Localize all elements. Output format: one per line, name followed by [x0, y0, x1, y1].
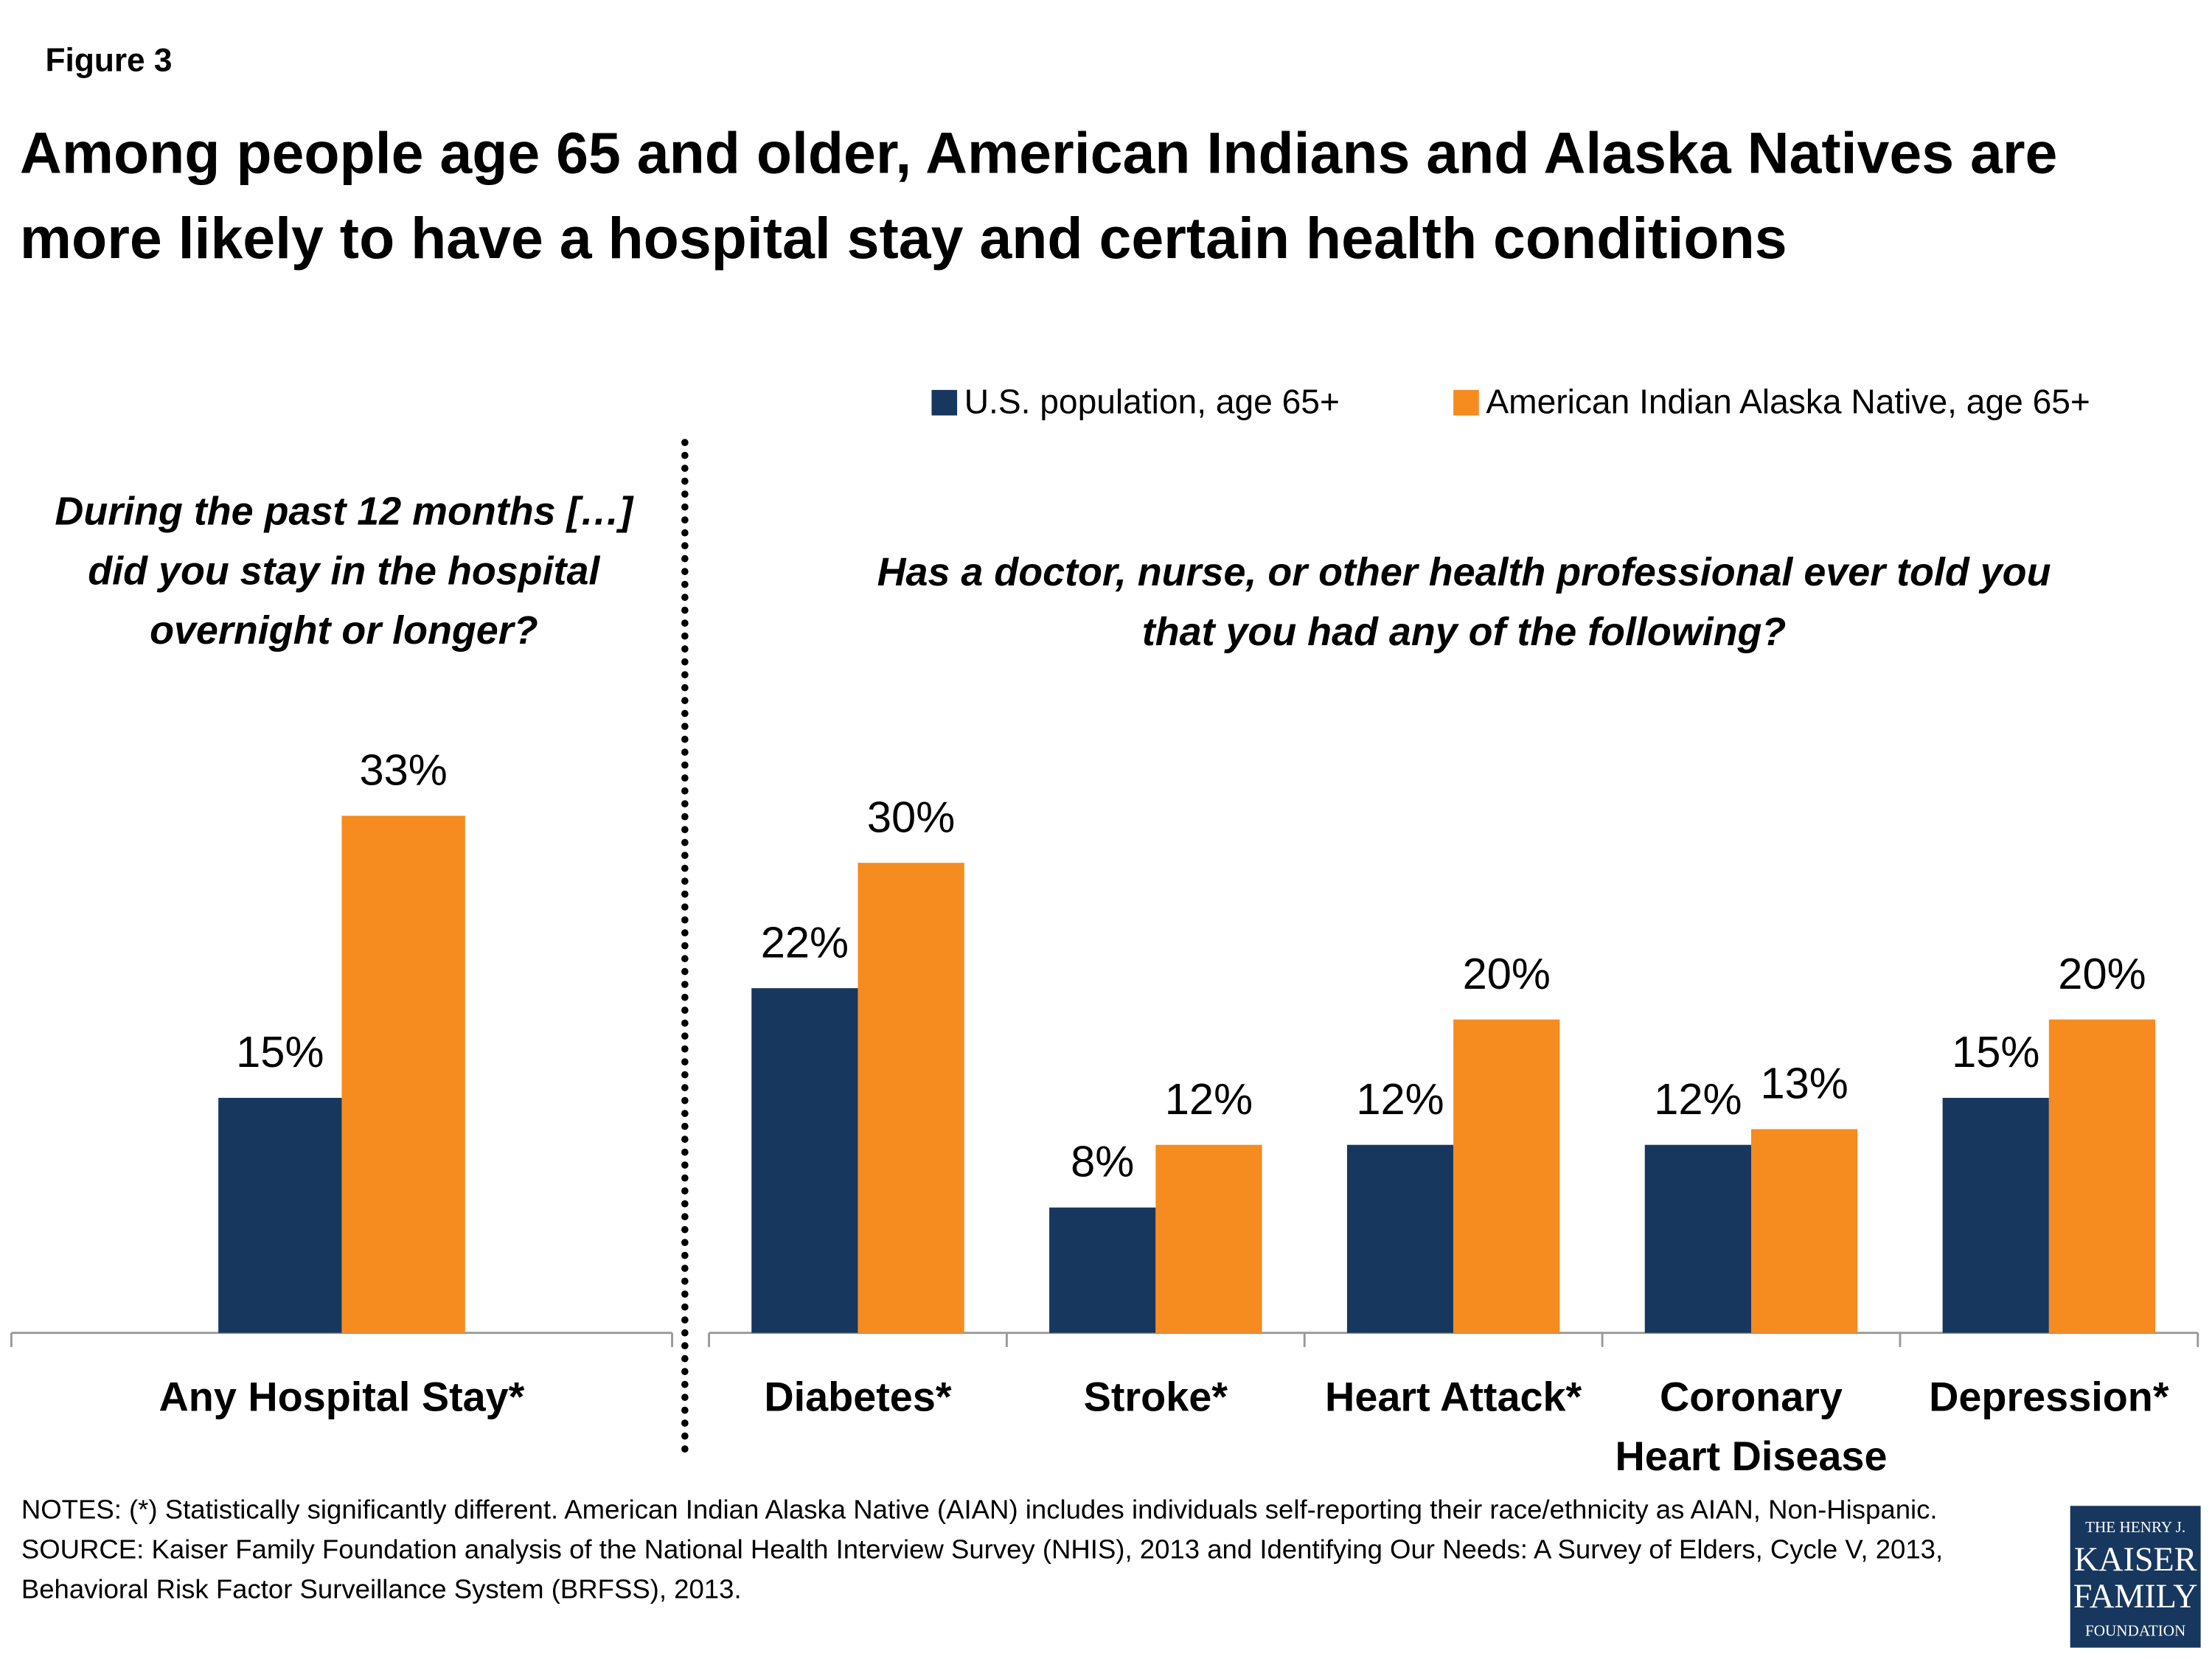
value-label: 12% — [1356, 1074, 1444, 1124]
x-tick-label: Diabetes* — [764, 1375, 952, 1421]
x-tick-label: Depression* — [1929, 1375, 2169, 1421]
x-tick-label-box: Coronary Heart Disease — [1615, 1375, 1888, 1481]
figure-label: Figure 3 — [46, 42, 173, 78]
notes: NOTES: (*) Statistically significantly d… — [21, 1495, 1938, 1526]
legend-label: American Indian Alaska Native, age 65+ — [1486, 382, 2090, 420]
value-label: 15% — [236, 1027, 324, 1077]
value-label: 12% — [1165, 1074, 1253, 1124]
x-tick-label: Stroke* — [1083, 1375, 1228, 1421]
logo-text: THE HENRY J. — [2085, 1518, 2185, 1536]
value-label: 8% — [1071, 1137, 1134, 1186]
x-tick-label-box: Depression* — [1929, 1375, 2169, 1421]
x-tick-label-box: Diabetes* — [764, 1375, 952, 1421]
title-box: Among people age 65 and older, American … — [19, 120, 2058, 271]
bar — [1942, 1097, 2049, 1333]
value-label: 15% — [1952, 1027, 2039, 1077]
value-label: 20% — [1463, 949, 1551, 998]
bar — [2048, 1019, 2156, 1333]
x-tick-label-box: Stroke* — [1083, 1375, 1228, 1421]
value-label: 12% — [1654, 1074, 1742, 1124]
panel-subtitle: Has a doctor, nurse, or other health pro… — [877, 550, 2051, 654]
panel-subtitle: During the past 12 months […] did you st… — [55, 489, 633, 653]
bar — [1346, 1144, 1454, 1333]
value-label: 20% — [2058, 949, 2146, 998]
value-label: 13% — [1760, 1059, 1848, 1108]
bar — [1155, 1144, 1262, 1333]
logo-text: FAMILY — [2073, 1577, 2198, 1615]
bar — [1453, 1019, 1560, 1333]
value-label: 33% — [359, 745, 447, 794]
bar — [218, 1097, 342, 1333]
logo-text: FOUNDATION — [2085, 1621, 2185, 1639]
legend-swatch — [931, 389, 958, 416]
bar — [1644, 1144, 1751, 1333]
bar — [1751, 1129, 1858, 1333]
source: SOURCE: Kaiser Family Foundation analysi… — [21, 1535, 1944, 1605]
x-tick-label: Any Hospital Stay* — [159, 1375, 525, 1421]
value-label: 22% — [761, 917, 849, 967]
x-tick-label-box: Heart Attack* — [1325, 1375, 1582, 1421]
value-label: 30% — [867, 792, 955, 841]
notes-box: NOTES: (*) Statistically significantly d… — [21, 1495, 1944, 1605]
x-tick-label: Heart Attack* — [1325, 1375, 1582, 1421]
logo-box — [2070, 1506, 2201, 1648]
bar — [341, 815, 465, 1333]
legend-label: U.S. population, age 65+ — [964, 382, 1340, 420]
legend-swatch — [1453, 389, 1479, 416]
x-tick-label: Coronary Heart Disease — [1615, 1375, 1888, 1481]
bar — [751, 988, 858, 1333]
bar — [1049, 1207, 1156, 1333]
bar — [858, 863, 964, 1333]
chart-title: Among people age 65 and older, American … — [19, 120, 2058, 271]
panel-subtitle-box: Has a doctor, nurse, or other health pro… — [877, 550, 2051, 654]
panel-subtitle-box: During the past 12 months […] did you st… — [55, 489, 633, 653]
x-tick-label-box: Any Hospital Stay* — [159, 1375, 525, 1421]
logo-text: KAISER — [2074, 1540, 2197, 1578]
